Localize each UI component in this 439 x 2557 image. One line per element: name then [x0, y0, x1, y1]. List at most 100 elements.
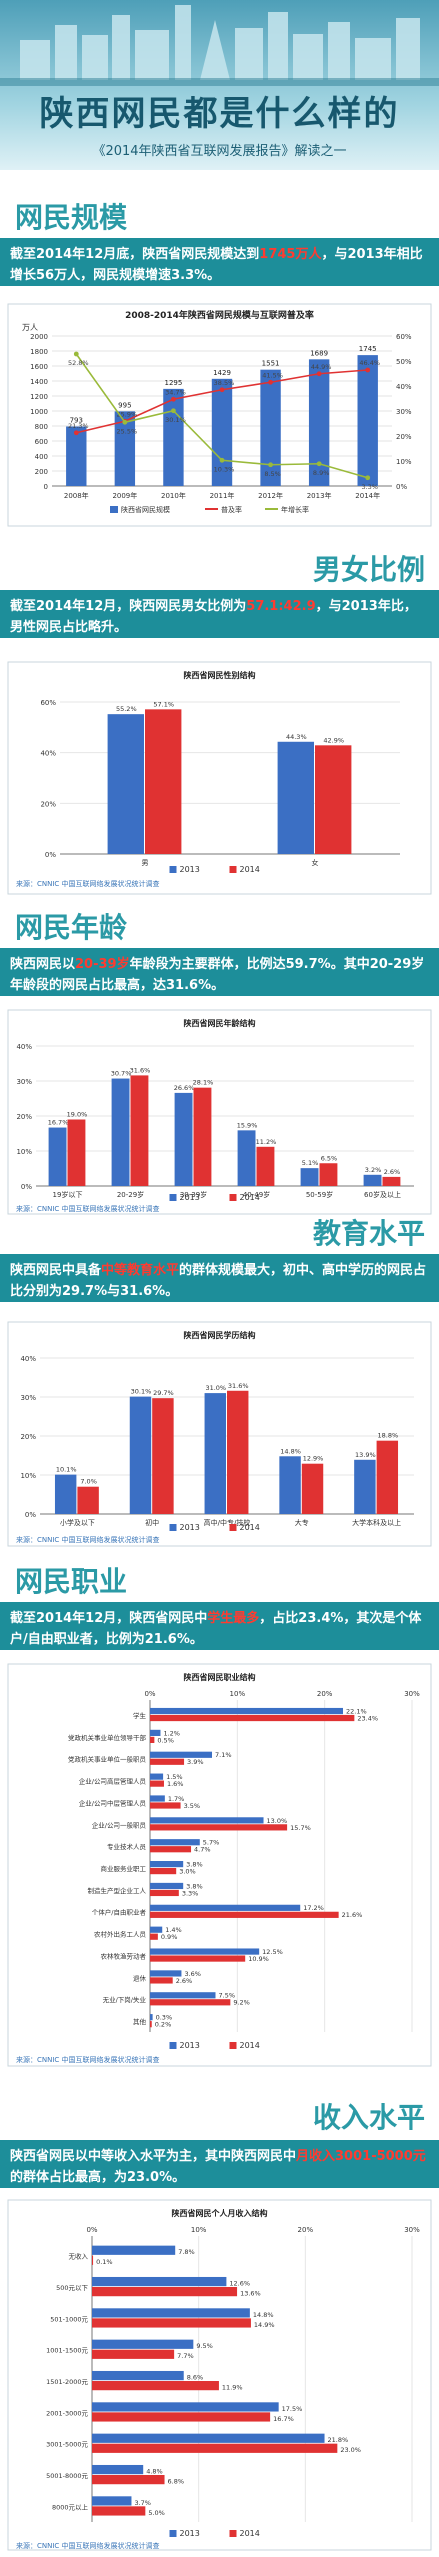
- y-tick-label: 20%: [40, 800, 56, 808]
- bar-2014-3001-5000元: [92, 2443, 338, 2453]
- line-label: 41.5%: [262, 371, 283, 379]
- x-tick-label: 0%: [86, 2226, 97, 2234]
- line-label: 25.9%: [117, 410, 138, 418]
- bar-users-2012年: [260, 369, 281, 486]
- y-tick-label: 1001-1500元: [46, 2347, 88, 2355]
- y-tick-label: 0: [44, 483, 48, 491]
- y2-tick-label: 40%: [396, 383, 412, 391]
- bar-2014-党政机关事业单位领导干部: [150, 1736, 155, 1743]
- y2-tick-label: 50%: [396, 358, 412, 366]
- bar-label: 7.7%: [177, 2352, 194, 2360]
- bar-2013-高中/中专/技校: [204, 1393, 226, 1514]
- y-tick-label: 800: [35, 423, 48, 431]
- bar-label: 31.6%: [228, 1382, 249, 1390]
- bar-label: 13.0%: [267, 1817, 288, 1825]
- bar-2014-8000元以上: [92, 2506, 146, 2516]
- legend-label-2014: 2014: [240, 865, 260, 874]
- bar-label: 10.1%: [56, 1466, 77, 1474]
- bar-label: 44.3%: [286, 733, 307, 741]
- section-text-gender: 截至2014年12月，陕西网民男女比例为57.1:42.9，与2013年比，男性…: [0, 590, 439, 638]
- bar-label: 4.7%: [194, 1846, 211, 1854]
- text-pre: 截至2014年12月底，陕西省网民规模达到: [10, 247, 260, 262]
- bar-2014-企业/公司一般职员: [150, 1824, 288, 1831]
- y-tick-label: 无业/下岗/失业: [103, 1995, 147, 2004]
- legend-swatch-2014: [229, 1194, 237, 1201]
- bar-2013-党政机关事业单位一般职员: [150, 1751, 213, 1758]
- bar-2013-1001-1500元: [92, 2339, 194, 2349]
- section-title-occupation: 网民职业: [15, 1565, 128, 1598]
- bar-label: 1551: [262, 360, 280, 368]
- bar-2013-3001-5000元: [92, 2433, 325, 2443]
- line-label: 52.8%: [68, 359, 89, 367]
- legend-label-2014: 2014: [240, 1523, 260, 1532]
- bar-label: 1295: [165, 379, 183, 387]
- x-tick-label: 40-49岁: [243, 1190, 270, 1199]
- y-tick-label: 501-1000元: [50, 2315, 88, 2323]
- bar-2013-学生: [150, 1707, 344, 1715]
- bar-label: 26.6%: [174, 1084, 195, 1092]
- legend-label-penetration: 普及率: [221, 505, 242, 514]
- bar-label: 7.1%: [215, 1751, 232, 1759]
- bar-label: 11.2%: [256, 1138, 277, 1146]
- bar-2013-50-59岁: [300, 1168, 319, 1186]
- bar-label: 0.9%: [161, 1933, 178, 1941]
- bar-2013-无业/下岗/失业: [150, 1992, 216, 1999]
- bar-2014-大专: [301, 1463, 324, 1514]
- bar-2013-其他: [150, 2014, 153, 2021]
- chart-income-structure: 陕西省网民个人月收入结构 0% 10% 20% 30% 7.8% 0.1% 无收入 12.6% 1…: [7, 2199, 432, 2551]
- bar-2013-个体户/自由职业者: [150, 1904, 301, 1911]
- text-pre: 截至2014年12月，陕西网民男女比例为: [10, 599, 247, 614]
- bar-label: 7.8%: [178, 2248, 195, 2256]
- y-tick-label: 农林牧渔劳动者: [101, 1951, 147, 1960]
- chart-title: 陕西省网民年龄结构: [184, 1018, 256, 1028]
- bar-2013-农林牧渔劳动者: [150, 1948, 260, 1955]
- y-tick-label: 30%: [16, 1078, 32, 1086]
- bar-2014-大学本科及以上: [376, 1440, 399, 1514]
- bar-2014-50-59岁: [319, 1163, 338, 1186]
- bar-2014-其他: [150, 2021, 152, 2028]
- legend-swatch-2013: [169, 2530, 177, 2537]
- bar-label: 28.1%: [193, 1079, 214, 1087]
- bar-2013-专业技术人员: [150, 1839, 200, 1846]
- bar-2013-无收入: [92, 2245, 176, 2255]
- bar-label: 0.3%: [156, 2014, 173, 2022]
- chart-frame: [7, 1663, 432, 2067]
- bar-label: 55.2%: [116, 705, 137, 713]
- bar-label: 0.1%: [96, 2258, 113, 2266]
- line-point-年增长率: [122, 419, 128, 425]
- bar-label: 9.2%: [233, 1999, 250, 2007]
- bar-2013-30-39岁: [174, 1092, 193, 1186]
- source-label: 来源：CNNIC 中国互联网络发展状况统计调查: [16, 1204, 160, 1213]
- chart-title: 陕西省网民个人月收入结构: [172, 2208, 268, 2218]
- text-post: 的群体占比最高，为23.0%。: [10, 2170, 186, 2185]
- line-point-普及率: [219, 387, 225, 393]
- bar-label: 3.6%: [184, 1970, 201, 1978]
- x-tick-label: 2008年: [64, 491, 89, 500]
- y-tick-label: 40%: [20, 1355, 36, 1363]
- y-tick-label: 10%: [20, 1472, 36, 1480]
- line-point-年增长率: [219, 457, 225, 463]
- y-tick-label: 40%: [16, 1043, 32, 1051]
- bar-label: 15.9%: [237, 1121, 258, 1129]
- line-label: 8.5%: [264, 470, 281, 478]
- bar-label: 12.9%: [303, 1455, 324, 1463]
- y-tick-label: 商业服务业职工: [101, 1864, 147, 1873]
- y-tick-label: 1400: [30, 378, 48, 386]
- bar-2013-商业服务业职工: [150, 1861, 184, 1868]
- bar-label: 995: [118, 401, 131, 409]
- y-tick-label: 0%: [45, 851, 56, 859]
- line-label: 44.9%: [311, 363, 332, 371]
- chart-title: 陕西省网民学历结构: [184, 1330, 256, 1340]
- y-tick-label: 企业/公司高层管理人员: [79, 1777, 147, 1786]
- bar-2013-20-29岁: [111, 1078, 130, 1186]
- bar-label: 14.8%: [280, 1447, 301, 1455]
- bar-2014-男: [145, 709, 182, 854]
- y-tick-label: 其他: [133, 2017, 147, 2026]
- x-tick-label: 2011年: [210, 491, 235, 500]
- bar-2013-男: [107, 714, 144, 854]
- section-title-gender: 男女比例: [312, 553, 425, 586]
- bar-label: 57.1%: [153, 700, 174, 708]
- y-tick-label: 20%: [16, 1113, 32, 1121]
- bar-2014-企业/公司高层管理人员: [150, 1780, 164, 1787]
